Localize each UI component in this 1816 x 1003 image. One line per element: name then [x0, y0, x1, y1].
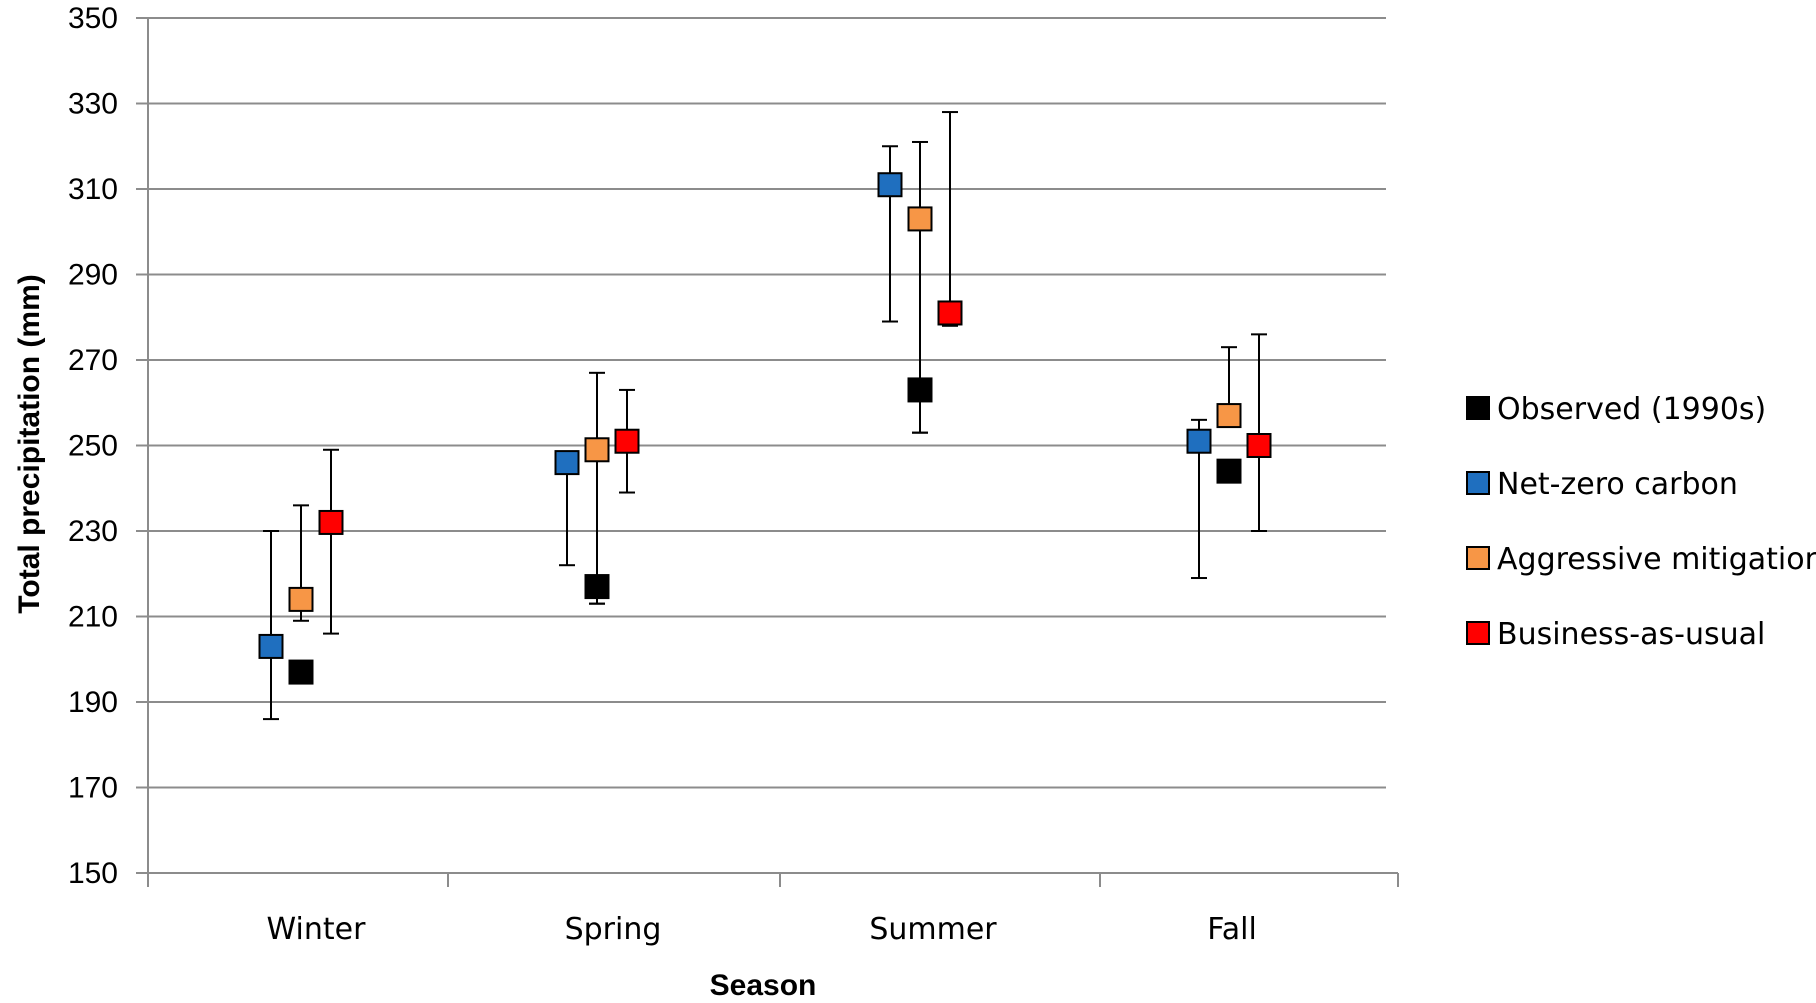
legend-label: Observed (1990s)	[1497, 392, 1766, 427]
y-tick-label: 230	[68, 515, 118, 548]
data-point	[937, 300, 963, 326]
y-axis-title: Total precipitation (mm)	[13, 274, 46, 613]
legend-swatch	[1466, 546, 1490, 570]
legend-swatch	[1466, 621, 1490, 645]
x-axis-title: Season	[710, 969, 817, 1002]
legend: Observed (1990s) Net-zero carbon Aggressiv…	[1466, 392, 1816, 652]
data-point	[907, 206, 933, 232]
data-point	[907, 377, 933, 403]
y-tick-label: 310	[68, 173, 118, 206]
data-point	[1216, 458, 1242, 484]
y-tick-label: 150	[68, 857, 118, 890]
y-tick-label: 250	[68, 430, 118, 463]
data-point	[1186, 428, 1212, 454]
legend-swatch	[1466, 396, 1490, 420]
data-point	[877, 172, 903, 198]
data-point	[258, 633, 284, 659]
data-point	[584, 437, 610, 463]
legend-label: Net-zero carbon	[1497, 467, 1738, 502]
y-tick-label: 330	[68, 88, 118, 121]
data-point	[584, 574, 610, 600]
y-tick-label: 190	[68, 686, 118, 719]
markers	[258, 172, 1272, 685]
data-point	[288, 659, 314, 685]
legend-label: Aggressive mitigation	[1497, 542, 1816, 577]
data-point	[318, 509, 344, 535]
x-tick-label-spring: Spring	[565, 912, 662, 947]
gridlines	[136, 17, 1386, 874]
labels: 150 170 190 210 230 250 270 290 310 330 350 Winter S…	[68, 2, 1257, 947]
data-point	[1216, 403, 1242, 429]
x-tick-label-summer: Summer	[869, 912, 997, 947]
data-point	[1246, 433, 1272, 458]
data-point	[614, 428, 640, 454]
x-tick-label-winter: Winter	[267, 912, 367, 947]
data-point	[554, 450, 580, 476]
y-tick-label: 270	[68, 344, 118, 377]
axes	[147, 18, 1399, 887]
y-tick-label: 290	[68, 259, 118, 292]
error-bars	[263, 111, 1267, 721]
y-tick-label: 350	[68, 2, 118, 35]
legend-label: Business-as-usual	[1497, 617, 1765, 652]
legend-swatch	[1466, 471, 1490, 495]
data-point	[288, 586, 314, 612]
y-tick-label: 210	[68, 601, 118, 634]
y-tick-label: 170	[68, 772, 118, 805]
x-tick-label-fall: Fall	[1207, 912, 1257, 947]
